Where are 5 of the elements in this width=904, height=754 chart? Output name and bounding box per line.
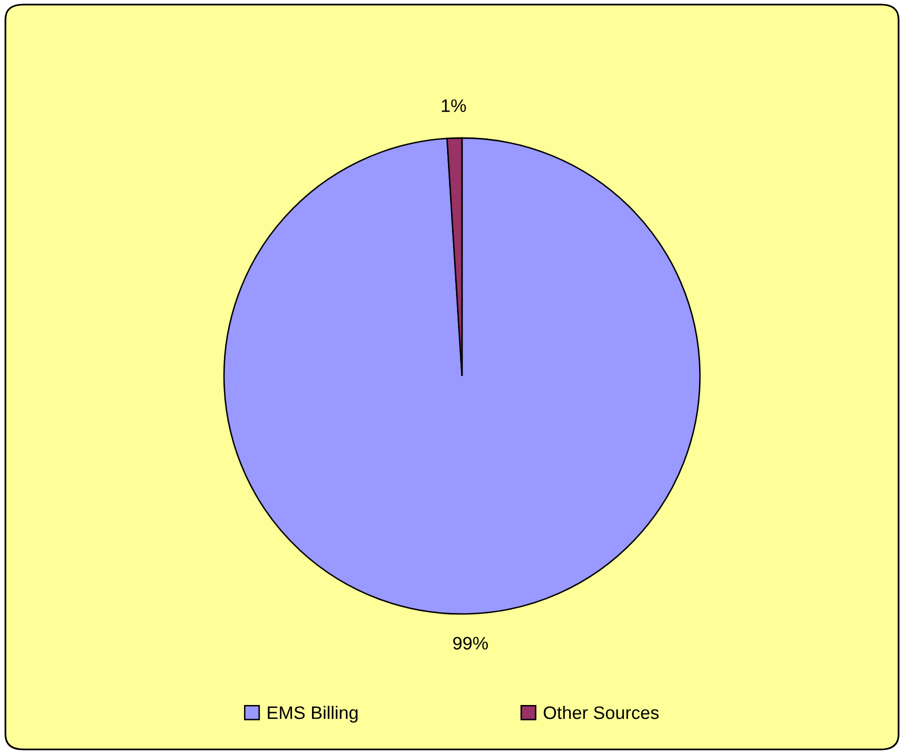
legend-label: EMS Billing bbox=[268, 706, 358, 723]
data-label: 1% bbox=[442, 99, 466, 112]
pie-slice bbox=[223, 137, 701, 615]
legend-label: Other Sources bbox=[544, 706, 659, 720]
data-label: 99% bbox=[453, 636, 488, 650]
